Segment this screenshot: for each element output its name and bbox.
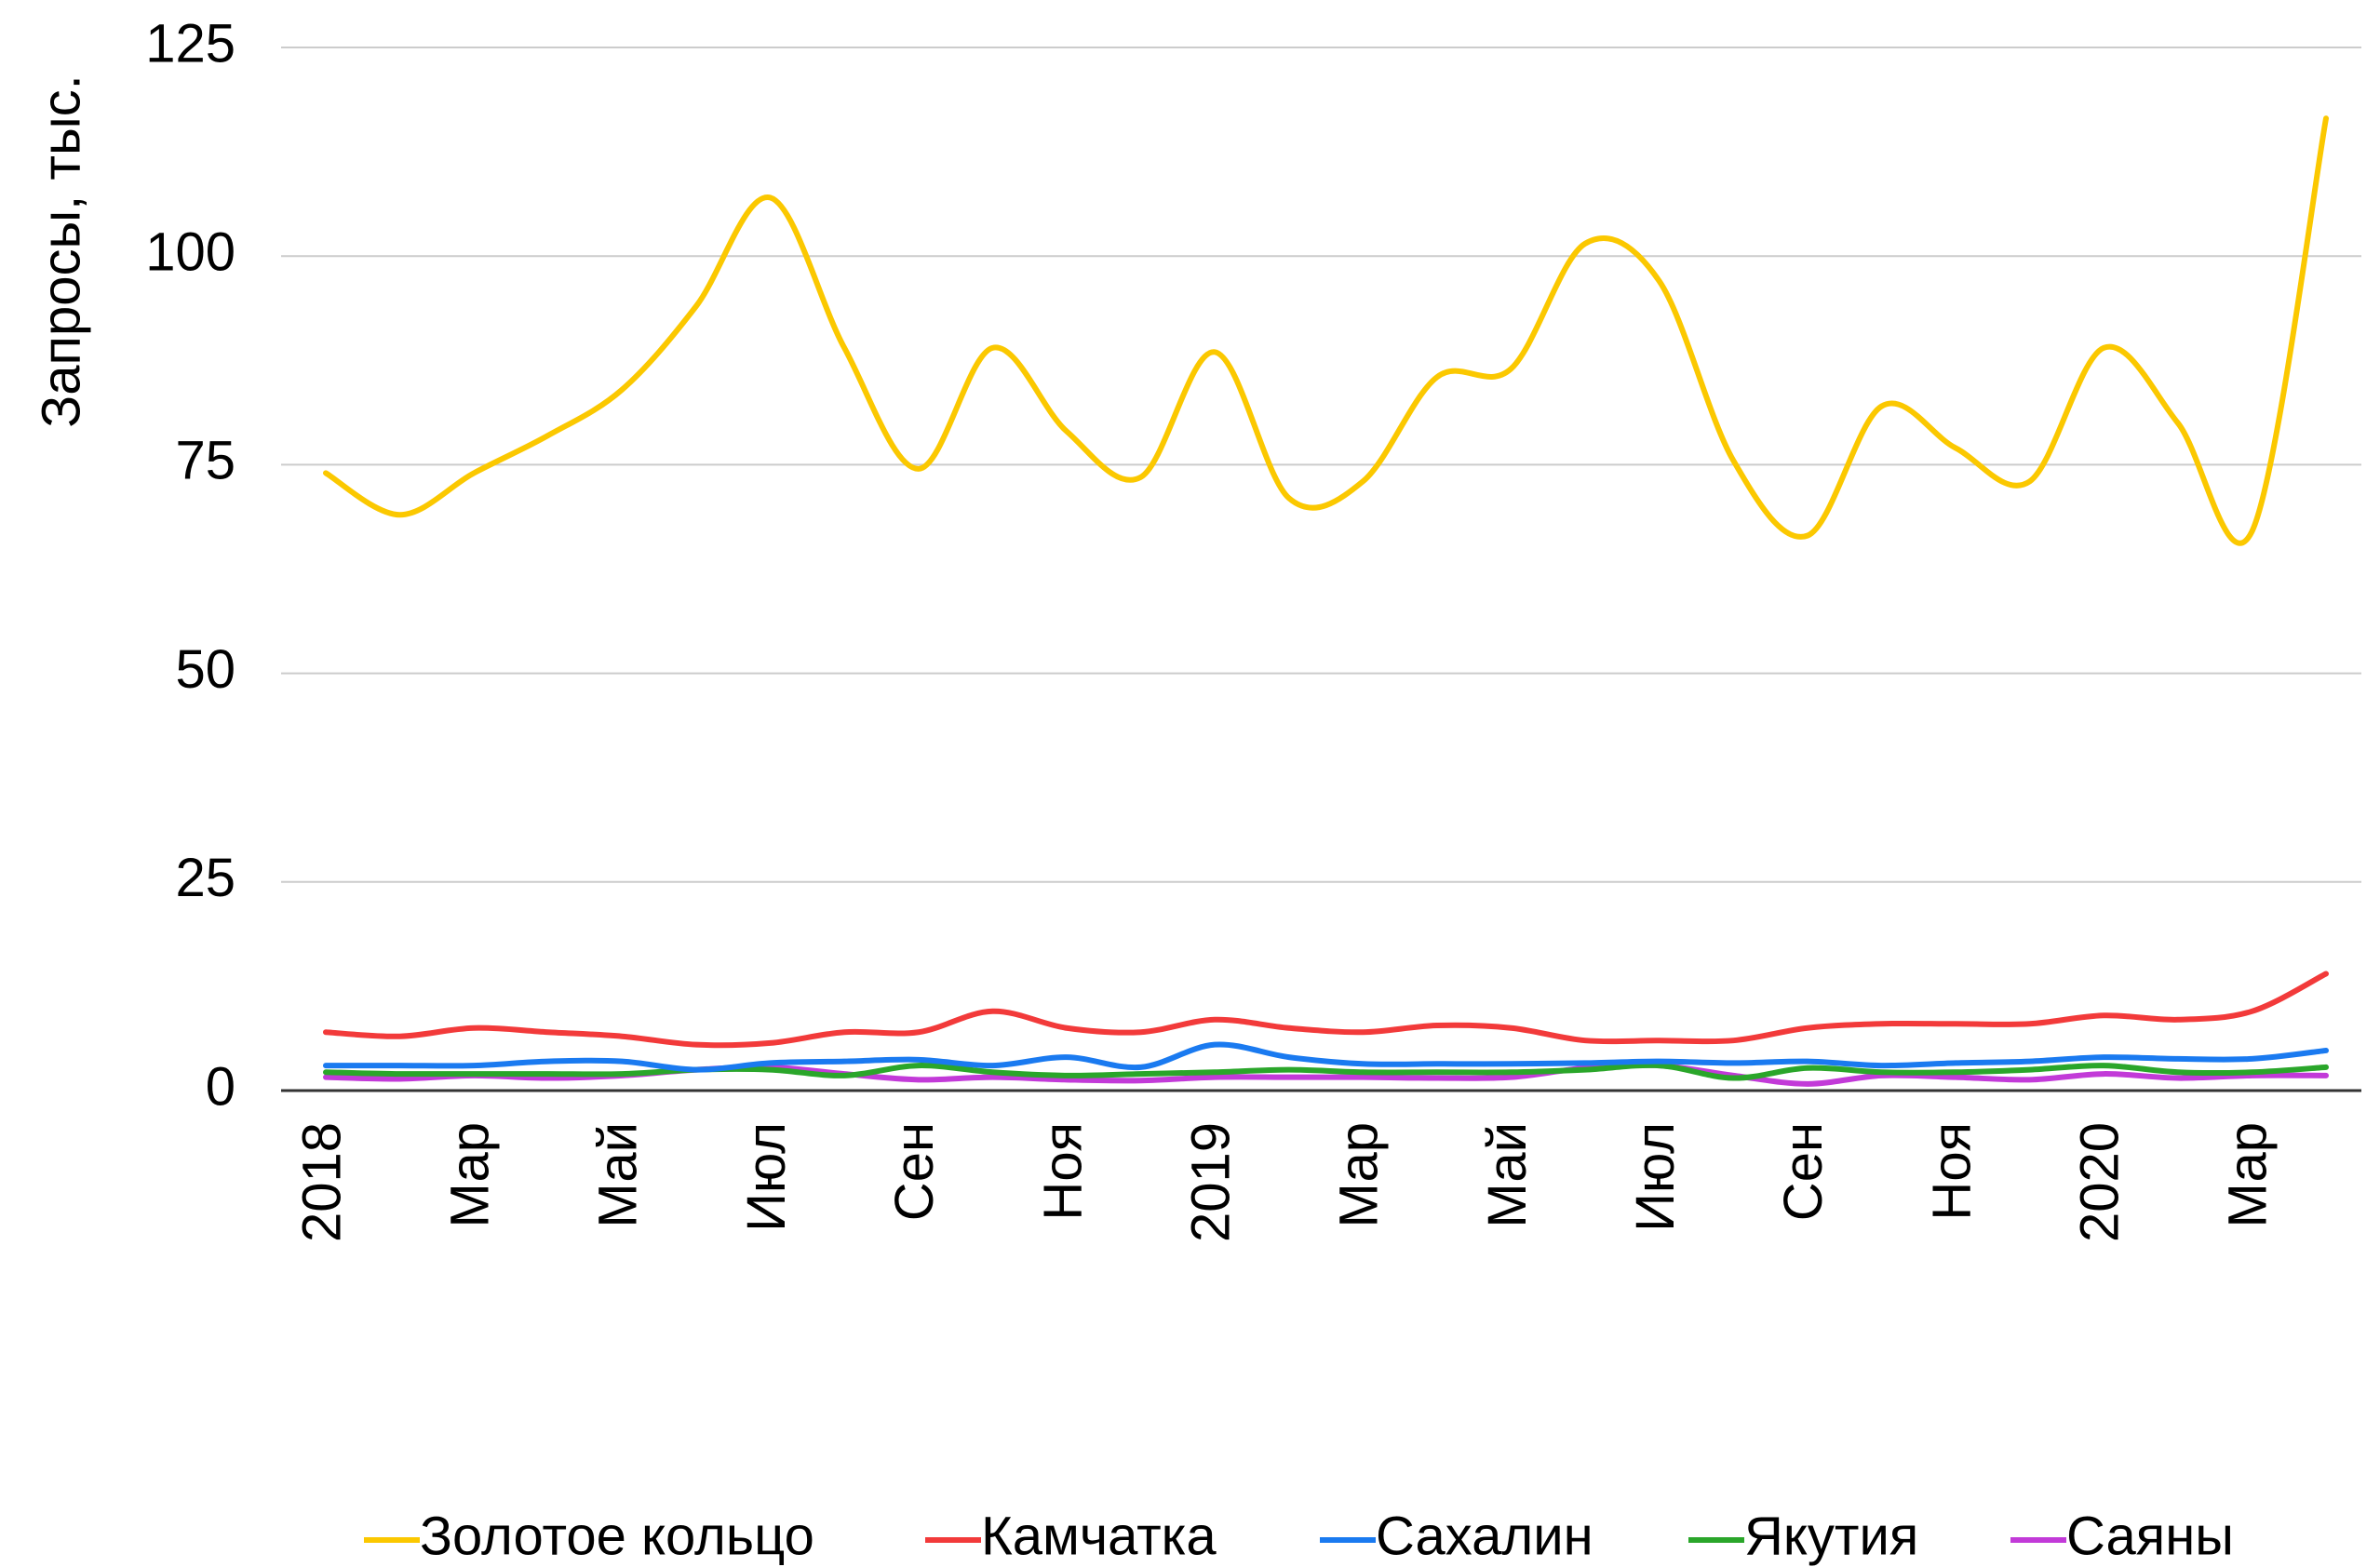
legend-label: Камчатка (981, 1506, 1217, 1566)
x-tick-label: Мар (1329, 1122, 1390, 1227)
x-tick-label: Сен (884, 1122, 945, 1221)
x-tick-label: Июл (736, 1122, 797, 1232)
x-tick-label: Ноя (1032, 1122, 1093, 1221)
y-tick-label: 75 (175, 431, 235, 491)
x-tick-label: 2018 (291, 1122, 352, 1242)
x-tick-label: Мар (440, 1122, 501, 1227)
y-tick-label: 125 (145, 13, 235, 74)
x-tick-label: 2019 (1180, 1122, 1241, 1242)
x-tick-label: Май (588, 1122, 649, 1228)
legend-label: Золотое кольцо (420, 1506, 814, 1566)
line-series (323, 1041, 2329, 1073)
y-tick-label: 50 (175, 639, 235, 700)
y-tick-label: 0 (206, 1056, 235, 1117)
x-tick-label: Ноя (1921, 1122, 1982, 1221)
legend-label: Сахалин (1376, 1506, 1593, 1566)
line-series (323, 1062, 2329, 1081)
x-tick-label: Мар (2218, 1122, 2279, 1227)
x-tick-label: Май (1477, 1122, 1538, 1228)
y-tick-label: 25 (175, 848, 235, 908)
legend-label: Якутия (1744, 1506, 1918, 1566)
line-series (323, 971, 2329, 1049)
x-tick-label: Сен (1773, 1122, 1834, 1221)
x-tick-label: Июл (1625, 1122, 1686, 1232)
y-axis-title: Запросы, тыс. (31, 74, 91, 428)
y-tick-label: 100 (145, 222, 235, 283)
legend-label: Саяны (2066, 1506, 2234, 1566)
x-tick-label: 2020 (2070, 1122, 2131, 1242)
line-series (323, 115, 2329, 546)
